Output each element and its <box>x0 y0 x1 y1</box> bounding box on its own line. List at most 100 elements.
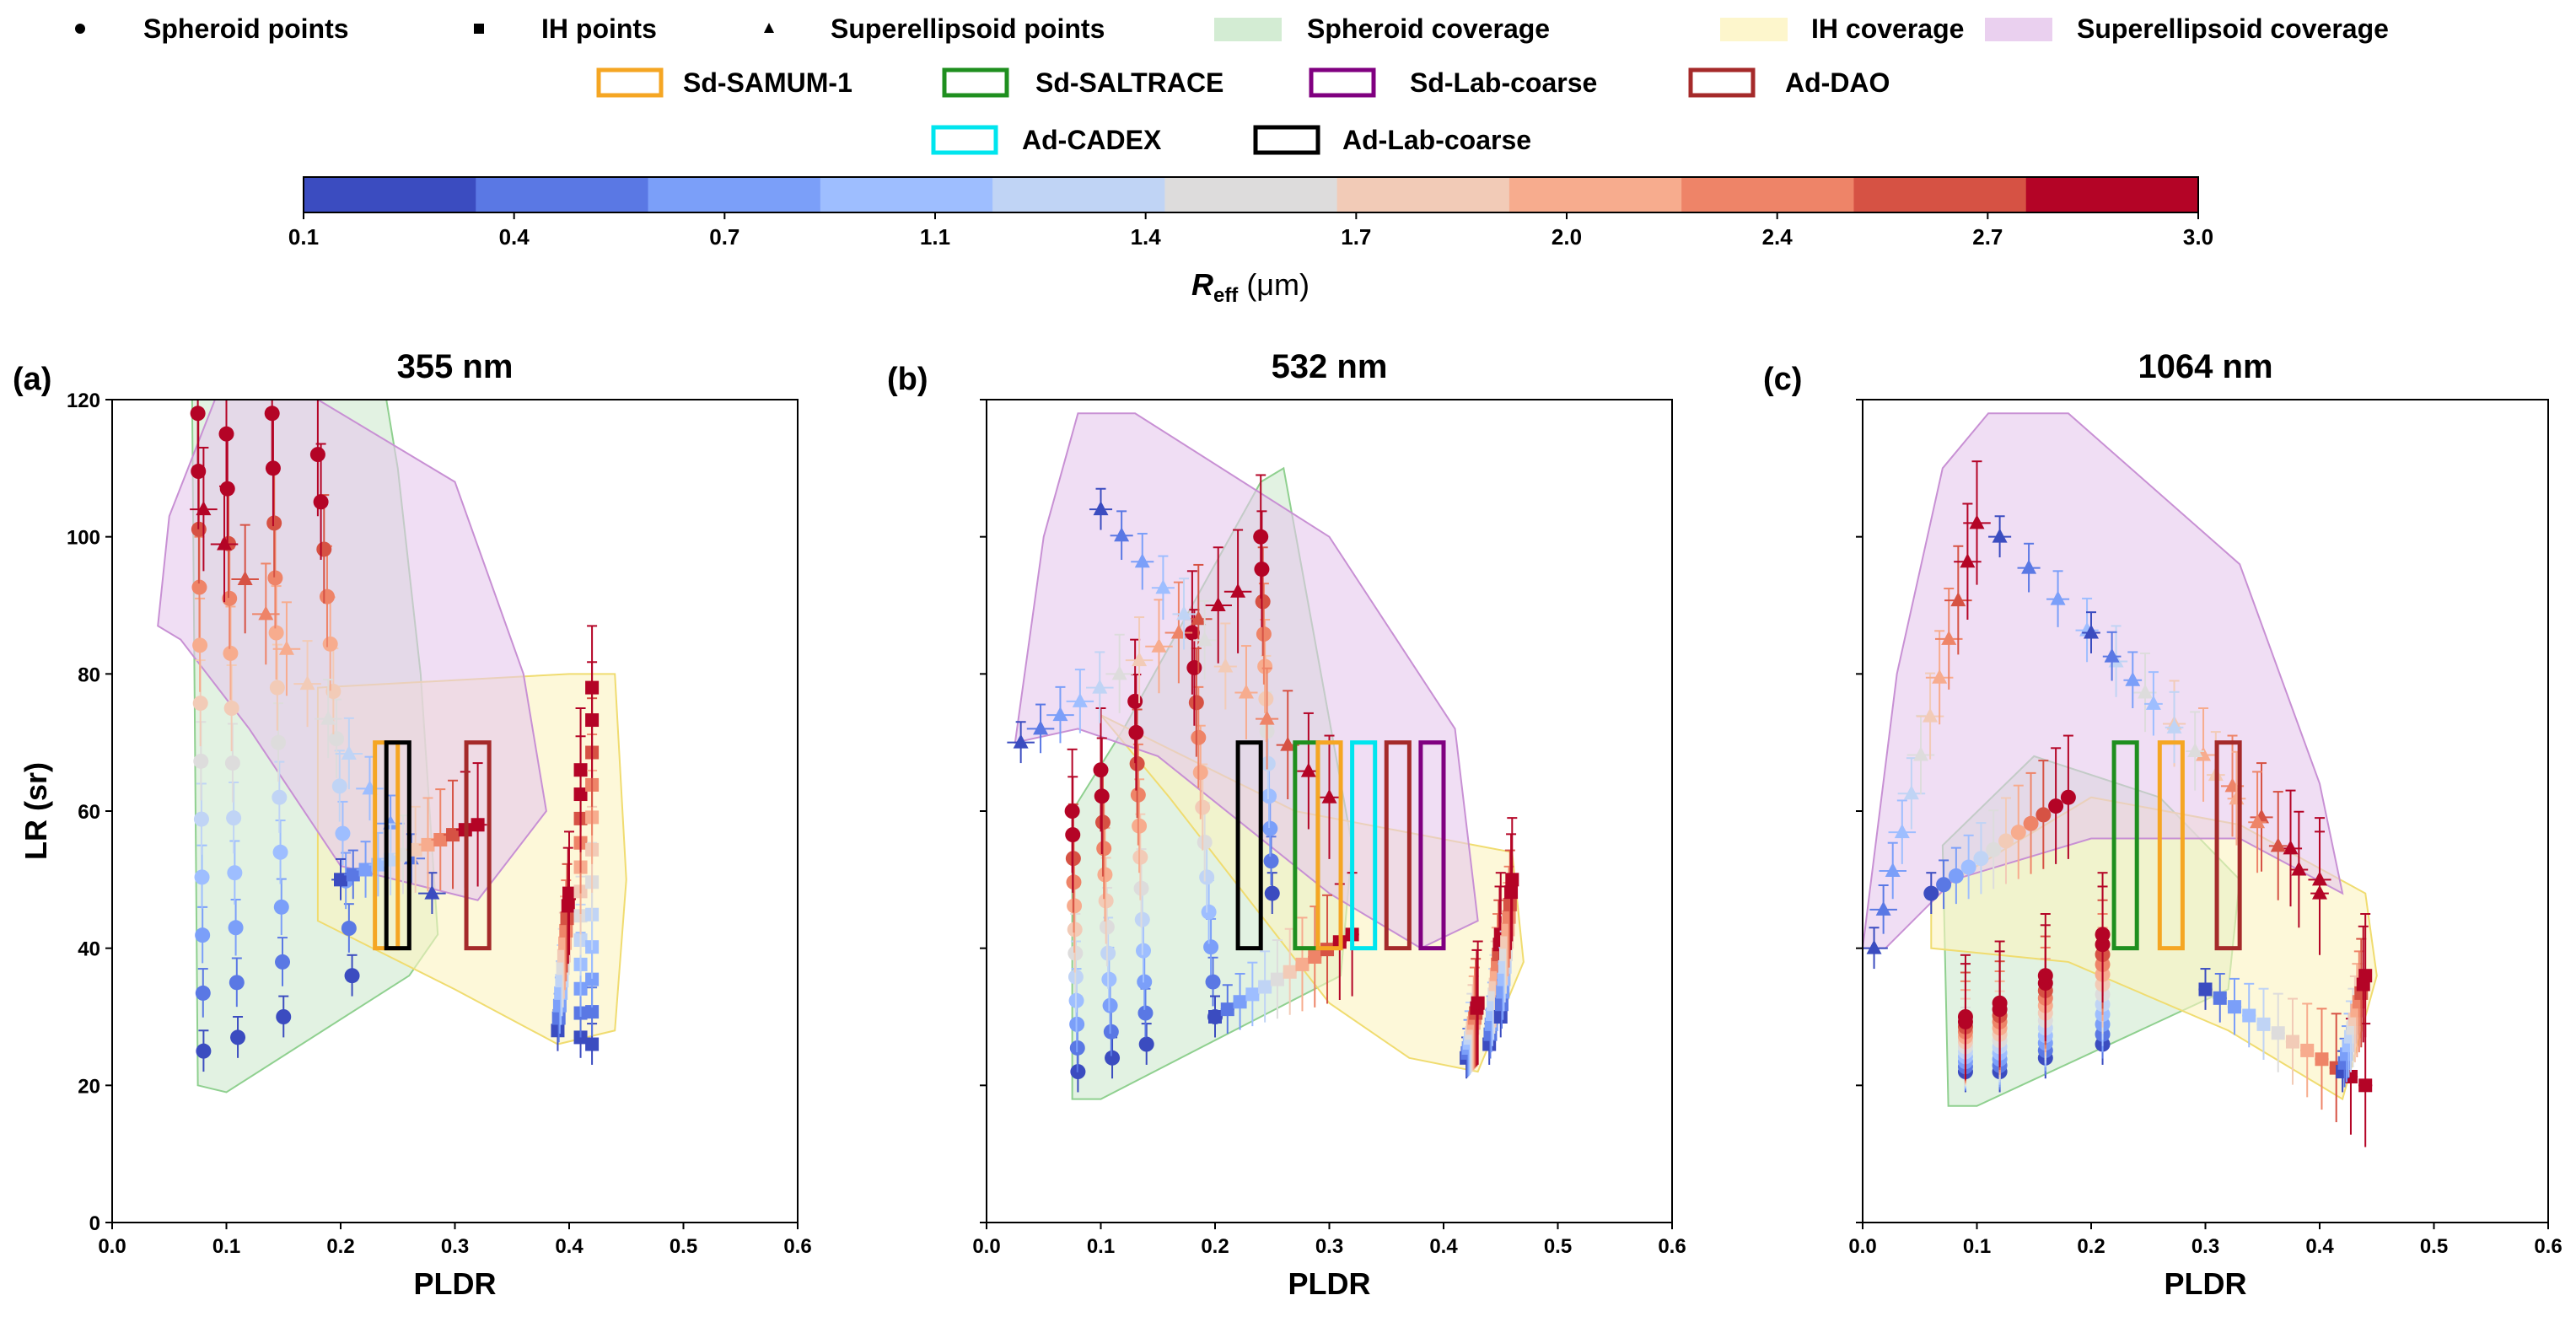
spheroid-point <box>1100 945 1116 961</box>
superellipsoid-point <box>1111 665 1127 680</box>
ih-point <box>1245 987 1260 1002</box>
colorbar-segment <box>992 177 1165 212</box>
ih-point <box>1493 1010 1508 1024</box>
superellipsoid-point <box>1321 788 1337 803</box>
x-tick-label: 0.1 <box>1087 1235 1115 1258</box>
colorbar-segment <box>476 177 649 212</box>
ih-point <box>1496 985 1510 999</box>
legend-label-sd-samum-1: Sd-SAMUM-1 <box>683 67 852 98</box>
legend-box-ad-cadex <box>931 125 998 155</box>
superellipsoid-point <box>2250 814 2266 829</box>
x-axis-label: PLDR <box>414 1266 497 1301</box>
measurement-box-sd-samum-1 <box>1315 740 1343 951</box>
superellipsoid-point <box>217 535 233 551</box>
ih-point <box>1502 910 1516 924</box>
colorbar-tick-label: 2.0 <box>1552 224 1582 250</box>
superellipsoid-point <box>1170 624 1186 639</box>
legend-box-sd-saltrace <box>942 67 1009 98</box>
ih-point <box>1270 972 1284 986</box>
x-tick-label: 0.2 <box>326 1235 354 1258</box>
plot-area <box>1863 412 2378 1147</box>
spheroid-point <box>272 789 288 805</box>
ih-point <box>1494 997 1508 1012</box>
panel-355-nm: 0.0 0.1 0.2 0.3 0.4 0.5 0.6 0 20 40 60 80 100 120 355 … <box>13 348 812 1301</box>
superellipsoid-point <box>299 675 315 691</box>
colorbar: 0.1 0.4 0.7 1.1 1.4 1.7 2.0 2.4 2.7 3.0 Reff (μm) <box>288 176 2213 307</box>
superellipsoid-point <box>1072 692 1088 707</box>
spheroid-point <box>1132 818 1148 834</box>
colorbar-tick-label: 0.1 <box>288 224 319 250</box>
ih-point <box>2227 1000 2241 1014</box>
spheroid-point <box>1986 841 2002 857</box>
ih-point <box>471 818 485 832</box>
x-tick-label: 0.0 <box>972 1235 1000 1258</box>
y-tick-label: 40 <box>78 938 100 961</box>
spheroid-point <box>1998 833 2014 849</box>
legend-box-ad-lab-coarse <box>1253 125 1320 155</box>
colorbar-segment <box>1336 177 1510 212</box>
superellipsoid-point <box>2021 559 2037 574</box>
colorbar-tick-label: 2.7 <box>1972 224 2003 250</box>
ih-point <box>1258 980 1272 994</box>
y-tick-label: 120 <box>67 390 100 412</box>
legend-box-ad-dao <box>1688 67 1756 98</box>
superellipsoid-point <box>2283 840 2299 855</box>
spheroid-point <box>229 975 245 991</box>
legend-label-ad-lab-coarse: Ad-Lab-coarse <box>1342 125 1531 155</box>
spheroid-point <box>194 869 210 885</box>
ih-point <box>560 911 574 926</box>
spheroid-point <box>2037 968 2053 984</box>
y-axis-label: LR (sr) <box>19 762 53 860</box>
spheroid-point <box>192 696 208 712</box>
superellipsoid-coverage-area <box>157 400 547 901</box>
spheroid-point <box>2036 807 2052 823</box>
spheroid-point <box>1957 1009 1973 1024</box>
legend-swatch-spheroid-coverage <box>1214 18 1282 41</box>
ih-point <box>585 972 600 986</box>
spheroid-point <box>1102 997 1118 1013</box>
superellipsoid-point <box>1866 939 1882 954</box>
spheroid-point <box>1258 691 1274 707</box>
measurement-box-ad-lab-coarse <box>384 740 411 951</box>
legend-swatch-ih-coverage <box>1720 18 1788 41</box>
superellipsoid-point <box>1259 710 1275 725</box>
panel-letter: (b) <box>887 362 928 397</box>
spheroid-point <box>1105 1050 1121 1066</box>
ih-point <box>446 828 460 842</box>
spheroid-point <box>1128 724 1144 740</box>
y-tick-label: 100 <box>67 527 100 550</box>
x-tick-label: 0.6 <box>2534 1235 2562 1258</box>
spheroid-point <box>195 927 211 943</box>
ih-point <box>1295 957 1310 971</box>
spheroid-point <box>193 811 209 827</box>
plot-area <box>1007 412 1525 1100</box>
spheroid-point <box>331 778 347 794</box>
panel-title: 1064 nm <box>2138 348 2272 385</box>
x-tick-label: 0.0 <box>98 1235 126 1258</box>
legend-triangle-marker-icon <box>764 23 774 33</box>
legend-swatch-superellipsoid-coverage <box>1985 18 2052 41</box>
ih-point <box>2242 1008 2256 1023</box>
spheroid-point <box>266 515 282 531</box>
superellipsoid-point <box>2138 684 2154 699</box>
spheroid-point <box>1262 820 1278 836</box>
legend-label-ad-dao: Ad-DAO <box>1785 67 1890 98</box>
measurement-box-sd-saltrace <box>2111 740 2139 951</box>
x-tick-label: 0.4 <box>555 1235 583 1258</box>
spheroid-point <box>276 1009 292 1024</box>
colorbar-label-sub: eff <box>1213 284 1239 307</box>
superellipsoid-point <box>424 884 440 900</box>
superellipsoid-point <box>1052 707 1068 722</box>
ih-point <box>2315 1052 2329 1067</box>
spheroid-point <box>1261 788 1277 804</box>
colorbar-tick-label: 1.4 <box>1131 224 1162 250</box>
ih-point <box>559 923 573 938</box>
legend-label-ad-cadex: Ad-CADEX <box>1022 125 1162 155</box>
x-axis-label: PLDR <box>1288 1266 1371 1301</box>
superellipsoid-point <box>1230 583 1246 598</box>
superellipsoid-point <box>1923 707 1939 723</box>
spheroid-point <box>264 406 280 422</box>
measurement-box-sd-samum-1 <box>2157 740 2185 951</box>
